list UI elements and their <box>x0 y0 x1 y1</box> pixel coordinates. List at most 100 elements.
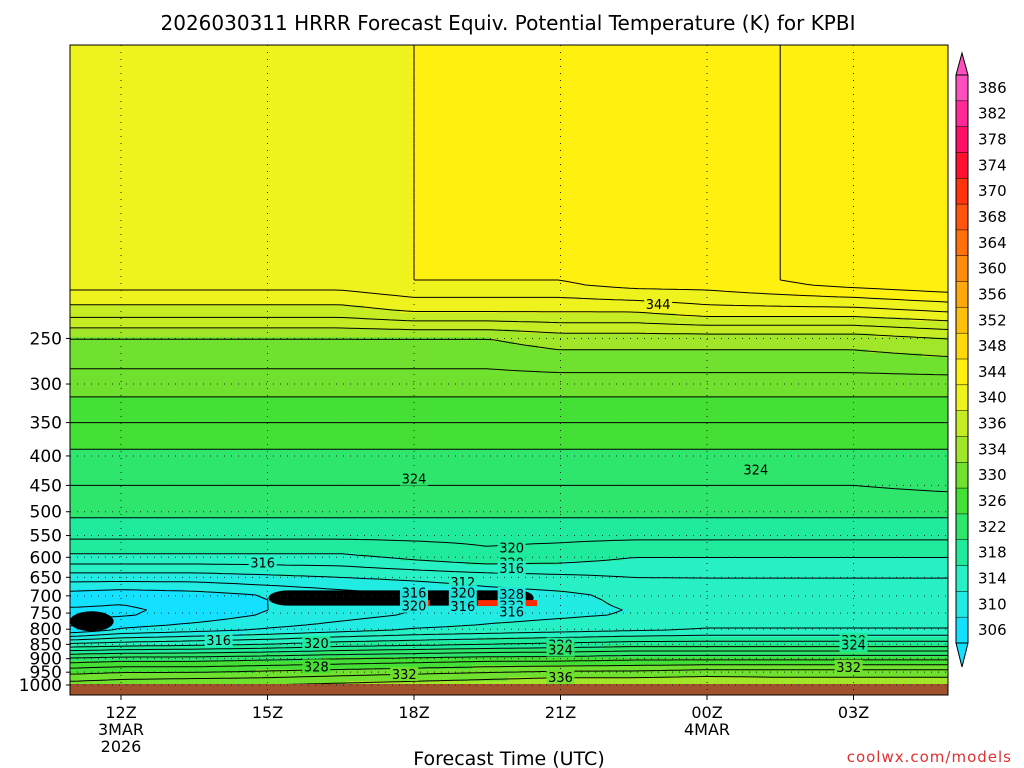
field-cell <box>196 177 203 182</box>
field-cell <box>286 145 293 150</box>
field-cell <box>742 129 749 134</box>
field-cell <box>940 145 947 150</box>
field-cell <box>346 137 353 142</box>
field-cell <box>718 129 725 134</box>
field-cell <box>256 173 263 178</box>
field-cell <box>298 145 305 150</box>
field-cell <box>334 169 341 174</box>
field-cell <box>730 133 737 138</box>
field-cell <box>532 161 539 166</box>
field-cell <box>610 117 617 122</box>
field-cell <box>568 113 575 118</box>
field-cell <box>202 93 209 98</box>
field-cell <box>628 149 635 154</box>
field-cell <box>274 73 281 78</box>
field-cell <box>436 77 443 82</box>
field-cell <box>358 85 365 90</box>
field-cell <box>670 153 677 158</box>
field-cell <box>430 89 437 94</box>
field-cell <box>694 53 701 58</box>
field-cell <box>430 49 437 54</box>
field-cell <box>106 145 113 150</box>
field-cell <box>664 121 671 126</box>
field-cell <box>676 157 683 162</box>
field-cell <box>844 61 851 66</box>
field-cell <box>412 133 419 138</box>
field-cell <box>772 105 779 110</box>
field-cell <box>262 129 269 134</box>
field-cell <box>478 169 485 174</box>
field-cell <box>844 169 851 174</box>
field-cell <box>478 129 485 134</box>
field-cell <box>784 173 791 178</box>
field-cell <box>274 81 281 86</box>
field-cell <box>928 165 935 170</box>
field-cell <box>94 89 101 94</box>
field-cell <box>382 81 389 86</box>
field-cell <box>850 157 857 162</box>
field-cell <box>232 61 239 66</box>
field-cell <box>274 61 281 66</box>
field-cell <box>448 101 455 106</box>
theta-e-field <box>70 45 948 695</box>
field-cell <box>262 61 269 66</box>
field-cell <box>868 61 875 66</box>
field-cell <box>142 45 149 50</box>
field-cell <box>112 69 119 74</box>
field-cell <box>160 165 167 170</box>
field-cell <box>586 145 593 150</box>
field-cell <box>202 157 209 162</box>
field-cell <box>664 73 671 78</box>
field-cell <box>604 129 611 134</box>
field-cell <box>310 81 317 86</box>
field-cell <box>316 81 323 86</box>
field-cell <box>616 137 623 142</box>
field-cell <box>334 85 341 90</box>
field-cell <box>520 141 527 146</box>
field-cell <box>376 61 383 66</box>
field-cell <box>652 161 659 166</box>
field-cell <box>550 77 557 82</box>
field-cell <box>556 153 563 158</box>
field-cell <box>928 101 935 106</box>
field-cell <box>220 165 227 170</box>
field-cell <box>214 141 221 146</box>
field-cell <box>844 77 851 82</box>
field-cell <box>418 121 425 126</box>
field-cell <box>160 161 167 166</box>
field-cell <box>76 53 83 58</box>
field-cell <box>484 141 491 146</box>
field-cell <box>322 133 329 138</box>
field-cell <box>376 97 383 102</box>
field-cell <box>244 81 251 86</box>
field-cell <box>544 97 551 102</box>
field-cell <box>502 177 509 182</box>
field-cell <box>280 121 287 126</box>
field-cell <box>808 73 815 78</box>
field-cell <box>352 165 359 170</box>
field-cell <box>868 57 875 62</box>
field-cell <box>100 121 107 126</box>
field-cell <box>700 105 707 110</box>
field-cell <box>892 133 899 138</box>
field-cell <box>610 101 617 106</box>
field-cell <box>394 77 401 82</box>
field-cell <box>694 57 701 62</box>
field-cell <box>922 149 929 154</box>
field-cell <box>94 113 101 118</box>
field-cell <box>880 105 887 110</box>
field-cell <box>616 165 623 170</box>
field-cell <box>784 65 791 70</box>
field-cell <box>718 57 725 62</box>
field-cell <box>496 153 503 158</box>
field-cell <box>472 153 479 158</box>
field-cell <box>628 145 635 150</box>
field-cell <box>220 61 227 66</box>
field-cell <box>364 177 371 182</box>
field-cell <box>586 65 593 70</box>
field-cell <box>316 57 323 62</box>
field-cell <box>562 153 569 158</box>
field-cell <box>310 97 317 102</box>
field-cell <box>238 57 245 62</box>
field-cell <box>868 153 875 158</box>
